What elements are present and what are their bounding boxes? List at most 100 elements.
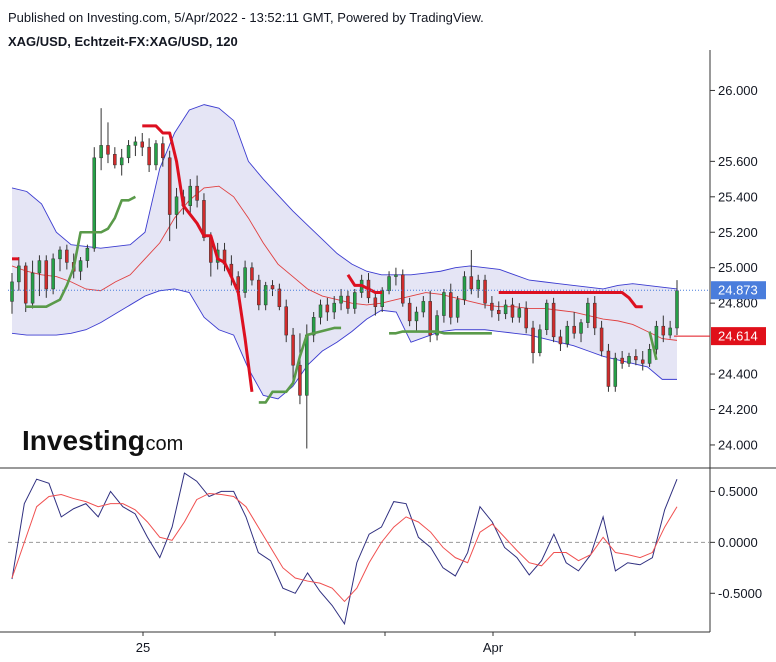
candle-body <box>147 146 151 166</box>
candle-body <box>10 281 14 302</box>
candle-body <box>407 302 412 322</box>
candle <box>469 249 474 295</box>
candle-body <box>558 336 563 345</box>
candle <box>113 147 117 169</box>
candle <box>339 288 343 311</box>
candle <box>442 288 446 323</box>
candle-body <box>37 260 42 274</box>
candle-body <box>99 145 103 159</box>
candle <box>586 297 590 328</box>
price-axis-ticks: 26.000 25.600 25.400 25.200 25.000 24.800 24.4… <box>710 83 758 452</box>
price-tick-label: 24.400 <box>718 367 758 382</box>
candle <box>250 262 254 286</box>
candle-body <box>332 302 336 313</box>
candle-body <box>572 325 576 334</box>
candle <box>572 312 576 339</box>
price-tick-label: 25.200 <box>718 225 758 240</box>
candle-body <box>476 279 480 290</box>
candle-body <box>421 301 426 313</box>
price-labels: 24.873 24.614 <box>711 281 766 346</box>
candle-body <box>291 334 295 366</box>
candle-body <box>483 279 487 304</box>
ma-price-label-text: 24.614 <box>718 329 758 344</box>
candle <box>421 296 426 318</box>
chart-frame <box>0 50 776 633</box>
candle-body <box>311 317 316 336</box>
candle <box>613 352 618 392</box>
supertrend-down <box>498 291 643 309</box>
price-tick-label: 25.000 <box>718 260 758 275</box>
candle <box>133 136 138 157</box>
price-tick-label: 25.600 <box>718 154 758 169</box>
candle-body <box>126 145 131 159</box>
candle-body <box>510 304 515 318</box>
candle-body <box>85 247 90 261</box>
candle-body <box>23 265 28 304</box>
candle-body <box>353 292 357 309</box>
candle <box>538 324 542 357</box>
bollinger-fill <box>12 104 677 399</box>
candle-body <box>325 304 330 313</box>
candle-body <box>195 185 199 201</box>
candle-body <box>592 302 597 329</box>
candle <box>668 320 672 339</box>
candle-body <box>613 357 618 387</box>
candle <box>401 269 405 307</box>
candle <box>140 132 145 157</box>
candle-body <box>202 200 206 238</box>
candle-body <box>551 302 556 338</box>
ma-price-label-box <box>711 327 766 346</box>
price-tick-label: 24.200 <box>718 402 758 417</box>
osc-tick-label: -0.5000 <box>718 586 762 601</box>
candle-body <box>647 348 652 364</box>
candle-body <box>30 272 35 304</box>
candle <box>455 296 460 323</box>
candle-body <box>119 157 124 166</box>
investing-logo: Investing .com <box>22 425 183 456</box>
candle-body <box>298 364 302 396</box>
price-tick-label: 26.000 <box>718 83 758 98</box>
oscillator-axis-ticks: 0.5000 0.0000 -0.5000 <box>710 484 762 601</box>
candle-body <box>538 329 542 354</box>
candle-body <box>270 285 275 290</box>
candle-body <box>373 297 378 307</box>
candle-body <box>654 325 659 350</box>
candle-body <box>243 267 247 293</box>
candle-body <box>668 327 672 336</box>
candle <box>428 290 432 343</box>
candle <box>634 349 638 366</box>
candle <box>497 301 501 321</box>
candle <box>65 244 69 270</box>
candle <box>510 297 515 323</box>
candle-body <box>174 196 179 215</box>
candle <box>620 351 624 369</box>
candle-body <box>544 302 549 330</box>
published-notice: Published on Investing.com, 5/Apr/2022 -… <box>8 10 484 25</box>
candle-body <box>661 325 666 336</box>
candle <box>654 320 659 355</box>
candle-body <box>263 285 268 306</box>
logo-main-text: Investing <box>22 425 145 456</box>
candle <box>257 274 261 311</box>
candle <box>23 262 28 313</box>
candle <box>92 147 97 252</box>
candle <box>476 274 480 298</box>
supertrend-down <box>142 124 254 392</box>
candle-body <box>58 249 62 260</box>
supertrend-up <box>648 331 658 361</box>
logo-suffix-text: .com <box>140 433 183 455</box>
candle <box>661 315 666 343</box>
candle-body <box>154 143 158 166</box>
osc-tick-label: 0.0000 <box>718 535 758 550</box>
candle-body <box>92 157 97 249</box>
candle-body <box>531 327 535 354</box>
candle-body <box>620 357 624 364</box>
candle <box>647 343 652 367</box>
candle <box>579 319 583 343</box>
candle <box>161 136 165 167</box>
bollinger-band <box>11 104 678 400</box>
candle <box>325 297 330 321</box>
candle-body <box>394 274 398 277</box>
candle <box>119 148 124 176</box>
